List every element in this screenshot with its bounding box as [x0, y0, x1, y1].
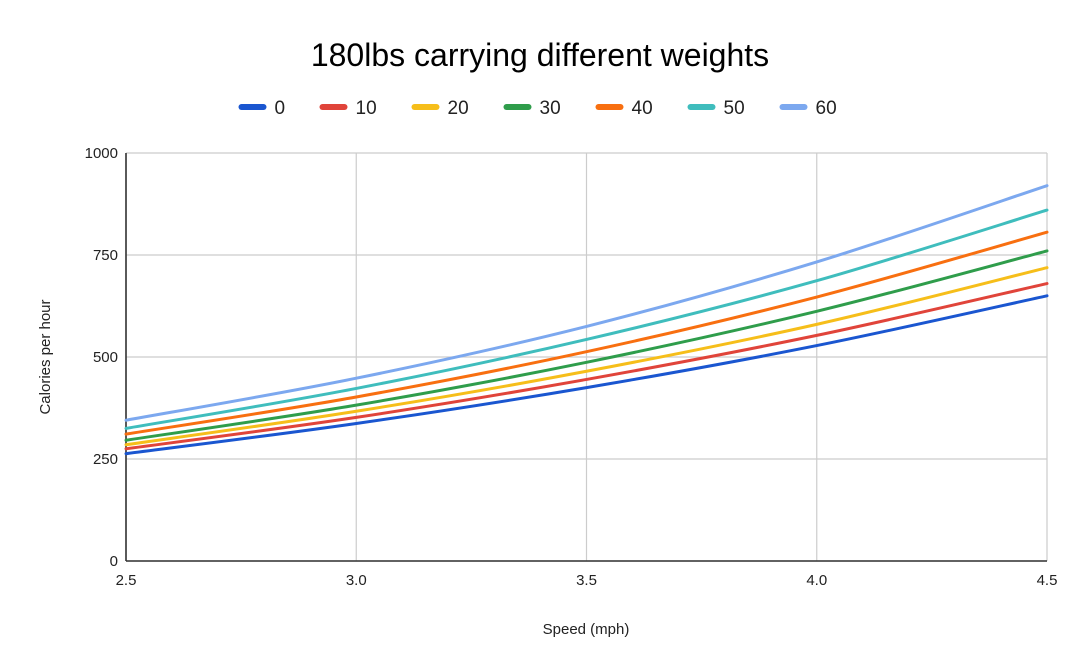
x-tick-label: 3.0	[346, 572, 367, 589]
legend-item-40: 40	[595, 98, 653, 119]
series-lines	[124, 184, 1049, 456]
legend-label: 0	[275, 98, 286, 119]
legend-label: 10	[356, 98, 377, 119]
legend-label: 60	[816, 98, 837, 119]
legend-item-30: 30	[503, 98, 561, 119]
axes	[125, 153, 1047, 562]
y-tick-labels: 0 250 500 750 1000	[85, 145, 118, 570]
legend-item-0: 0	[238, 98, 286, 119]
gridlines	[125, 152, 1048, 562]
series-line-50	[124, 208, 1049, 430]
chart-title: 180lbs carrying different weights	[311, 37, 769, 73]
series-line-20	[124, 266, 1049, 447]
legend-label: 30	[540, 98, 561, 119]
legend-item-10: 10	[319, 98, 377, 119]
x-tick-label: 2.5	[116, 572, 137, 589]
legend-label: 40	[632, 98, 653, 119]
series-line-0	[124, 294, 1049, 456]
y-tick-label: 250	[93, 451, 118, 468]
legend-item-20: 20	[411, 98, 469, 119]
series-line-40	[124, 230, 1049, 436]
x-tick-labels: 2.5 3.0 3.5 4.0 4.5	[116, 572, 1058, 589]
y-tick-label: 1000	[85, 145, 118, 162]
legend-item-60: 60	[779, 98, 837, 119]
series-line-30	[124, 249, 1049, 442]
series-line-10	[124, 282, 1049, 451]
series-line-60	[124, 184, 1049, 422]
x-axis-label: Speed (mph)	[543, 621, 630, 638]
x-tick-label: 3.5	[576, 572, 597, 589]
legend-label: 20	[448, 98, 469, 119]
y-tick-label: 500	[93, 349, 118, 366]
x-tick-label: 4.0	[806, 572, 827, 589]
y-tick-label: 750	[93, 247, 118, 264]
y-axis-label: Calories per hour	[37, 299, 54, 414]
x-tick-label: 4.5	[1037, 572, 1058, 589]
legend-label: 50	[724, 98, 745, 119]
legend: 0 10 20 30 40 50 60	[238, 98, 837, 119]
legend-item-50: 50	[687, 98, 745, 119]
y-tick-label: 0	[110, 553, 118, 570]
